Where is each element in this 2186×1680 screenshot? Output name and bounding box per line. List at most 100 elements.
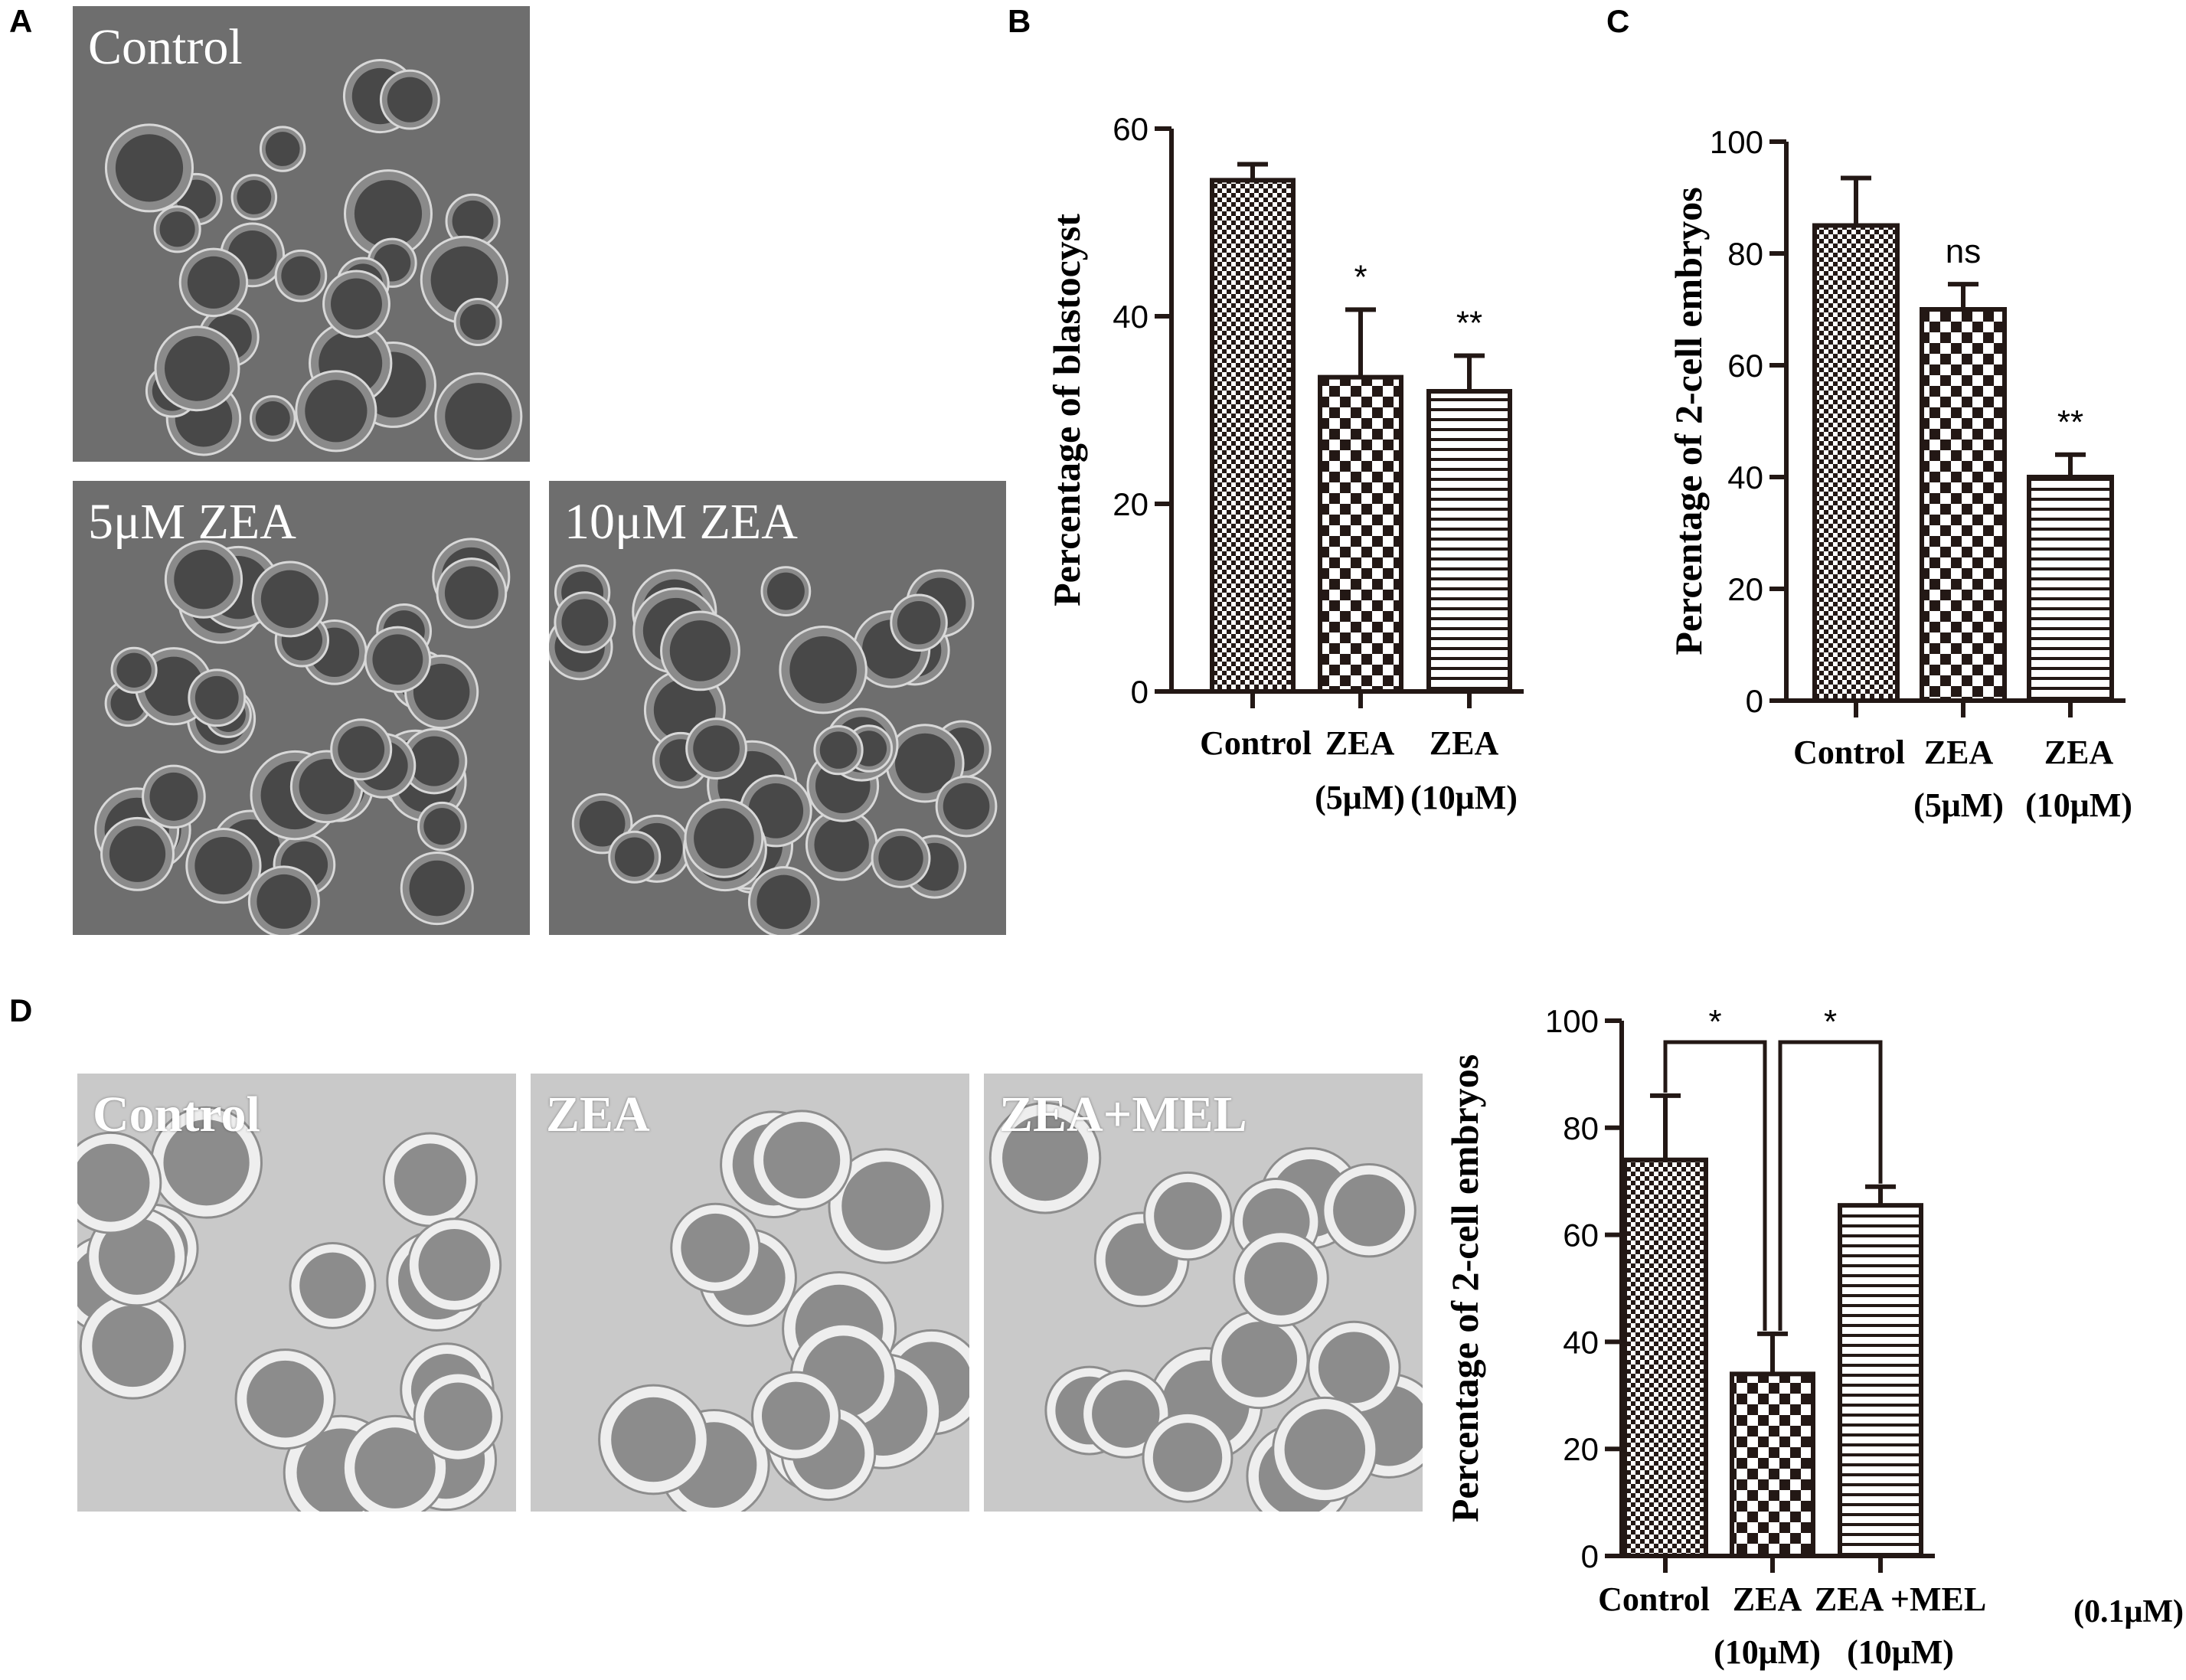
significance-label: * <box>1354 258 1367 296</box>
embryo-body <box>338 726 385 773</box>
embryo-body <box>819 731 858 769</box>
embryo-body <box>943 783 990 830</box>
embryo-body <box>561 599 609 646</box>
embryo-body <box>814 817 869 872</box>
category-label-line2: (10μM) <box>1714 1633 1821 1671</box>
embryo-body <box>255 400 290 436</box>
category-label: ZEA <box>1924 734 1994 771</box>
embryo-body <box>681 1213 750 1283</box>
extra-concentration-label: (0.1μM) <box>2073 1594 2184 1629</box>
embryo-texture <box>988 1101 1423 1512</box>
micrograph-a-10um-zea: 10μM ZEA <box>549 481 1006 935</box>
embryo-body <box>766 572 805 610</box>
embryo-body <box>1002 1115 1088 1201</box>
embryo-body <box>194 675 239 720</box>
bar <box>1426 389 1512 694</box>
category-label-line2: (5μM) <box>1913 786 2004 824</box>
embryo-body <box>299 1252 366 1319</box>
embryo-texture <box>104 59 523 461</box>
y-tick-label: 20 <box>1727 571 1763 607</box>
bar <box>1812 223 1900 703</box>
embryo-body <box>355 1427 436 1508</box>
y-tick-label: 80 <box>1727 236 1763 272</box>
micrograph-d-zea: ZEA <box>531 1074 969 1512</box>
embryo-body <box>115 134 184 202</box>
embryo-body <box>1244 1242 1318 1316</box>
category-label: Control <box>1793 734 1905 771</box>
category-label: ZEA +MEL <box>1815 1580 1986 1618</box>
chart-d: 0 20 40 60 80 100 Percentage of 2-cell embryos… <box>1443 1003 2184 1671</box>
chart-b: 0 20 40 60 Percentage of blastocyst Control * Z… <box>1045 111 1524 816</box>
embryo-body <box>1333 1174 1406 1247</box>
embryo-body <box>109 825 166 882</box>
y-tick-label: 40 <box>1727 459 1763 495</box>
embryo-body <box>409 860 466 917</box>
embryo-body <box>187 256 240 309</box>
category-label: ZEA <box>1430 724 1499 762</box>
micrograph-label: ZEA <box>546 1087 650 1142</box>
embryo-body <box>841 1162 931 1250</box>
category-label-line2: (10μM) <box>1410 779 1518 816</box>
bar <box>1838 1203 1923 1559</box>
micrograph-d-zea-mel: ZEA+MEL <box>984 1074 1423 1512</box>
bar <box>1730 1371 1815 1558</box>
embryo-body <box>878 835 923 881</box>
embryo-body <box>247 1360 324 1438</box>
micrograph-label: ZEA+MEL <box>999 1087 1247 1142</box>
embryo-body <box>260 570 319 629</box>
embryo-body <box>237 180 272 214</box>
embryo-body <box>409 736 459 786</box>
y-tick-label: 0 <box>1746 683 1763 719</box>
significance-bracket <box>1663 1040 1767 1331</box>
y-tick-label: 100 <box>1545 1003 1599 1039</box>
embryo-body <box>164 335 230 401</box>
embryo-body <box>174 549 234 610</box>
y-tick-label: 60 <box>1563 1218 1599 1253</box>
bar <box>1622 1157 1708 1558</box>
embryo-body <box>423 808 461 845</box>
significance-label: ** <box>1456 304 1482 342</box>
y-tick-label: 60 <box>1113 111 1149 147</box>
y-tick-label: 40 <box>1113 299 1149 335</box>
category-label: ZEA <box>1325 724 1395 762</box>
embryo-body <box>92 1305 174 1387</box>
embryo-body <box>265 132 300 166</box>
embryo-body <box>305 380 368 443</box>
embryo-body <box>413 663 470 721</box>
embryo-body <box>1318 1332 1390 1404</box>
y-tick-label: 40 <box>1563 1324 1599 1360</box>
bar <box>1920 307 2007 703</box>
embryo-body <box>756 874 811 930</box>
embryo-body <box>116 652 152 688</box>
embryo-body <box>789 636 857 704</box>
panel-letter-a: A <box>9 3 33 39</box>
embryo-body <box>77 1143 150 1222</box>
embryo-body <box>445 383 512 450</box>
bracket-label: * <box>1824 1003 1837 1041</box>
embryo-texture <box>549 564 998 935</box>
embryo-body <box>387 77 433 123</box>
embryo-body <box>1221 1322 1298 1397</box>
embryo-body <box>257 874 312 929</box>
embryo-body <box>354 180 423 248</box>
embryo-body <box>669 620 731 681</box>
category-label: Control <box>1200 724 1312 762</box>
embryo-body <box>1092 1380 1160 1448</box>
embryo-body <box>452 200 494 242</box>
category-label: Control <box>1598 1580 1710 1618</box>
embryo-body <box>372 634 423 685</box>
embryo-body <box>423 1382 492 1451</box>
embryo-body <box>194 837 253 895</box>
micrograph-label: Control <box>93 1087 260 1142</box>
y-axis-title: Percentage of 2-cell embryos <box>1443 1054 1486 1522</box>
embryo-body <box>763 1121 841 1199</box>
embryo-body <box>299 759 355 815</box>
bar <box>2027 475 2114 703</box>
embryo-texture <box>598 1110 969 1512</box>
embryo-body <box>149 772 198 821</box>
panel-letter-c: C <box>1606 3 1630 39</box>
embryo-body <box>761 1381 830 1450</box>
bar <box>1210 178 1296 694</box>
